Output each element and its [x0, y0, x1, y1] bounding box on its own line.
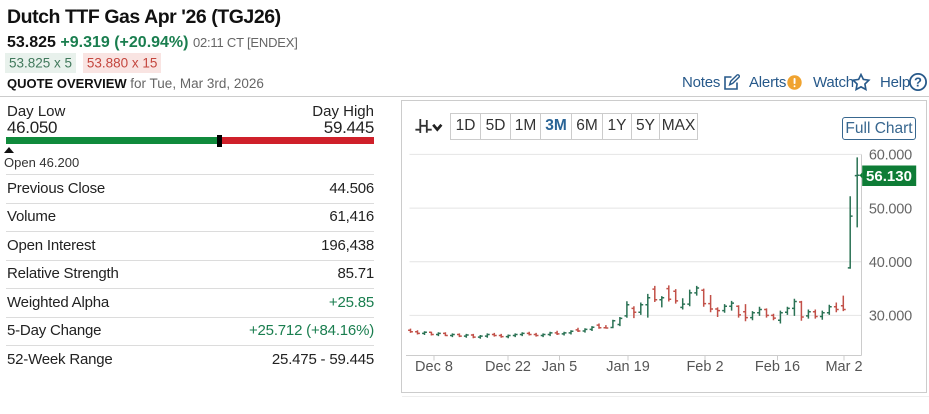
svg-text:Jan 5: Jan 5	[542, 359, 577, 375]
svg-text:56.130: 56.130	[866, 168, 912, 185]
svg-text:30.000: 30.000	[869, 309, 912, 325]
svg-text:Jan 19: Jan 19	[606, 359, 650, 375]
svg-text:Feb 16: Feb 16	[755, 359, 800, 375]
svg-text:50.000: 50.000	[869, 201, 912, 217]
svg-text:40.000: 40.000	[869, 255, 912, 271]
svg-text:Mar 2: Mar 2	[825, 359, 862, 375]
svg-text:Dec 22: Dec 22	[485, 359, 531, 375]
svg-text:Feb 2: Feb 2	[686, 359, 723, 375]
svg-text:Dec 8: Dec 8	[415, 359, 453, 375]
svg-text:60.000: 60.000	[869, 148, 912, 164]
svg-text:?: ?	[914, 74, 922, 89]
